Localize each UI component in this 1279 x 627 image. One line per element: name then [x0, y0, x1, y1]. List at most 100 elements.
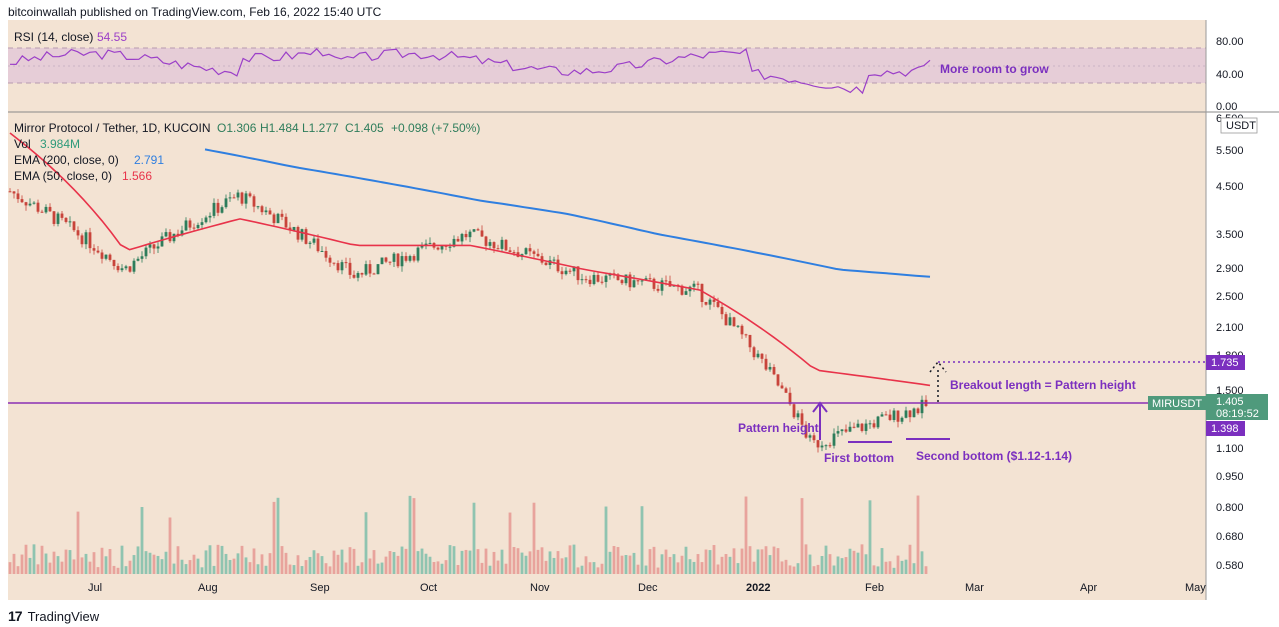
- volume-bar: [724, 554, 728, 574]
- volume-bar: [264, 565, 268, 574]
- volume-bar: [308, 556, 312, 574]
- volume-bar: [512, 547, 516, 574]
- candle-body: [832, 433, 836, 446]
- volume-bar: [12, 553, 16, 574]
- volume-bar: [908, 544, 912, 574]
- volume-bar: [452, 546, 456, 574]
- volume-bar: [292, 565, 296, 574]
- candle-body: [732, 317, 736, 327]
- candle-body: [172, 233, 176, 242]
- volume-bar: [76, 511, 80, 574]
- volume-bar: [912, 563, 916, 574]
- volume-bar: [80, 557, 84, 574]
- breakout-annotation: Breakout length = Pattern height: [950, 378, 1136, 392]
- candle-body: [600, 281, 604, 283]
- volume-bar: [708, 550, 712, 574]
- price-tick: 2.100: [1216, 322, 1244, 334]
- candle-body: [128, 266, 132, 272]
- candle-body: [532, 251, 536, 254]
- candle-body: [864, 423, 868, 431]
- price-tick: 5.500: [1216, 145, 1244, 157]
- volume-bar: [172, 563, 176, 574]
- volume-bar: [668, 556, 672, 574]
- candle-body: [644, 278, 648, 281]
- candle-body: [712, 299, 716, 302]
- candle-body: [484, 236, 488, 246]
- candle-body: [208, 215, 212, 218]
- candle-body: [308, 242, 312, 244]
- candle-body: [388, 261, 392, 263]
- candle-body: [288, 227, 292, 231]
- volume-bar: [680, 555, 684, 574]
- time-tick: Jul: [88, 582, 102, 594]
- footer-brand[interactable]: TradingView: [27, 608, 100, 624]
- price-tick: 0.680: [1216, 531, 1244, 543]
- candle-body: [80, 235, 84, 245]
- time-tick: Sep: [310, 582, 330, 594]
- candle-body: [788, 392, 792, 405]
- volume-bar: [872, 565, 876, 574]
- candle-body: [16, 193, 20, 200]
- volume-bar: [72, 559, 76, 574]
- candle-body: [256, 206, 260, 208]
- candle-body: [132, 260, 136, 272]
- target-marker-text: 1.735: [1211, 357, 1239, 369]
- volume-bar: [600, 563, 604, 574]
- volume-bar: [8, 562, 12, 574]
- volume-bar: [332, 550, 336, 574]
- volume-bar: [508, 512, 512, 574]
- last-price-text: 1.405: [1216, 396, 1244, 408]
- candle-body: [504, 239, 508, 251]
- volume-bar: [84, 553, 88, 574]
- volume-bar: [824, 545, 828, 574]
- candle-body: [888, 414, 892, 420]
- rsi-line: [9, 47, 931, 95]
- volume-bar: [316, 553, 320, 574]
- candle-body: [840, 429, 844, 432]
- volume-bar: [436, 561, 440, 574]
- candle-body: [324, 250, 328, 258]
- volume-bar: [136, 546, 140, 574]
- candle-body: [344, 262, 348, 264]
- volume-bar: [836, 556, 840, 574]
- candle-body: [736, 325, 740, 327]
- candle-body: [780, 385, 784, 389]
- volume-bar: [456, 565, 460, 574]
- volume-bar: [380, 562, 384, 574]
- volume-bar: [816, 564, 820, 574]
- volume-bar: [156, 555, 160, 574]
- volume-bar: [372, 550, 376, 574]
- time-tick: Nov: [530, 582, 550, 594]
- candle-body: [660, 280, 664, 291]
- candle-body: [592, 274, 596, 285]
- price-tick: 2.500: [1216, 291, 1244, 303]
- volume-bar: [560, 558, 564, 574]
- volume-bar: [660, 554, 664, 574]
- volume-bar: [220, 545, 224, 574]
- volume-bar: [408, 495, 412, 574]
- volume-bar: [640, 506, 644, 574]
- target-marker: [1206, 355, 1245, 370]
- candle-body: [268, 210, 272, 215]
- price-tick: 0.800: [1216, 502, 1244, 514]
- volume-bar: [24, 544, 28, 574]
- volume-bar: [796, 563, 800, 574]
- candle-body: [248, 193, 252, 197]
- volume-bar: [644, 565, 648, 574]
- second-bottom-annotation: Second bottom ($1.12-1.14): [916, 449, 1072, 463]
- candle-body: [244, 193, 248, 204]
- candle-body: [892, 410, 896, 420]
- volume-bar: [232, 558, 236, 574]
- candle-body: [836, 431, 840, 434]
- candle-body: [20, 199, 24, 203]
- rsi-tick: 0.00: [1216, 101, 1237, 113]
- volume-bar: [204, 550, 208, 574]
- publisher-line: bitcoinwallah published on TradingView.c…: [8, 5, 382, 19]
- vol-label: Vol: [14, 137, 31, 151]
- volume-bar: [340, 549, 344, 574]
- rsi-axis: 80.00 40.00 0.00: [1216, 36, 1244, 113]
- volume-bar: [160, 559, 164, 574]
- volume-bars: [8, 495, 928, 574]
- volume-bar: [664, 549, 668, 574]
